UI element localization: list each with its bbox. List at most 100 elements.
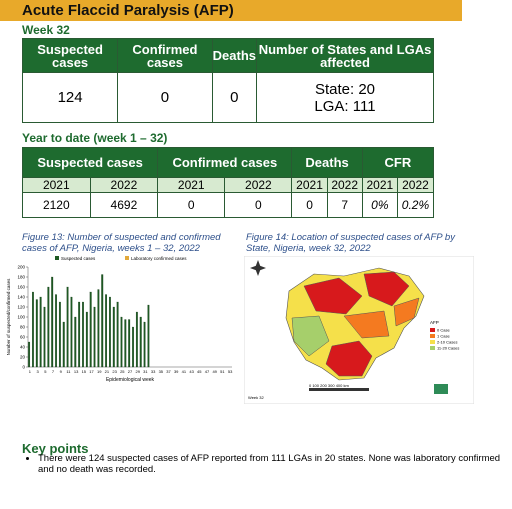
bar: [139, 316, 142, 368]
x-tick-label: 37: [166, 369, 171, 374]
bar: [116, 301, 119, 368]
x-tick-label: 5: [44, 369, 47, 374]
y-tick-label: 180: [17, 275, 25, 280]
column-header: CFR: [361, 147, 435, 178]
state-region: [363, 271, 410, 307]
map-footer: Week 32: [248, 395, 264, 400]
cell: 0: [157, 192, 226, 218]
legend-swatch: [430, 346, 435, 350]
x-tick-label: 9: [60, 369, 63, 374]
y-axis-title: Number of suspected/confirmed cases: [6, 278, 11, 356]
x-tick-label: 17: [89, 369, 94, 374]
page-title: Acute Flaccid Paralysis (AFP): [0, 0, 462, 21]
bar: [47, 286, 50, 368]
cell-line: State: 20: [314, 80, 376, 98]
year-header: 2021: [22, 177, 91, 193]
scale-label: 0 100 200 300 400 km: [309, 383, 349, 388]
x-tick-label: 21: [105, 369, 110, 374]
x-tick-label: 19: [97, 369, 102, 374]
bar: [35, 299, 38, 368]
cell: 0.2%: [396, 192, 435, 218]
cell: 0: [211, 72, 258, 123]
column-header: Suspected cases: [21, 38, 119, 73]
x-tick-label: 11: [66, 369, 71, 374]
cell: 0%: [361, 192, 398, 218]
bar: [135, 311, 138, 368]
year-header: 2022: [326, 177, 363, 193]
y-tick-label: 20: [20, 355, 26, 360]
bar: [143, 321, 146, 368]
y-tick-label: 40: [20, 345, 26, 350]
x-tick-label: 41: [182, 369, 187, 374]
bar: [39, 296, 42, 368]
cell: 7: [326, 192, 363, 218]
header-row: Suspected cases Confirmed cases Deaths CFR: [21, 147, 435, 178]
legend-swatch: [55, 256, 59, 260]
x-tick-label: 1: [29, 369, 32, 374]
x-axis-title: Epidemiological week: [106, 377, 155, 383]
legend-swatch: [430, 328, 435, 332]
y-tick-label: 140: [17, 295, 25, 300]
state-region: [303, 277, 363, 315]
bar: [128, 319, 131, 368]
legend-swatch: [125, 256, 129, 260]
bar: [55, 294, 57, 368]
bar: [62, 321, 65, 368]
column-header: Deaths: [291, 147, 363, 178]
legend-label: 0 Case: [437, 328, 450, 333]
x-tick-label: 7: [52, 369, 55, 374]
state-region: [291, 315, 330, 357]
bar: [51, 276, 54, 368]
legend-label: Suspected cases: [61, 256, 96, 261]
state-region: [393, 297, 420, 327]
x-tick-label: 45: [197, 369, 202, 374]
legend-label: 1 Case: [437, 334, 450, 339]
compass: [250, 260, 266, 276]
bar: [147, 304, 150, 368]
legend-title: AFP: [430, 320, 439, 325]
bar: [28, 341, 31, 368]
key-point: There were 124 suspected cases of AFP re…: [38, 453, 508, 475]
x-tick-label: 33: [151, 369, 156, 374]
bar: [120, 316, 123, 368]
cell: State: 20 LGA: 111: [256, 72, 434, 123]
legend-label: 2-10 Cases: [437, 340, 457, 345]
column-header: Number of States and LGAs affected: [256, 38, 434, 73]
bar: [93, 306, 96, 368]
bar: [89, 291, 92, 368]
bar: [43, 306, 46, 368]
column-header: Confirmed cases: [117, 38, 213, 73]
x-tick-label: 25: [120, 369, 125, 374]
x-tick-label: 53: [228, 369, 233, 374]
week-label: Week 32: [22, 23, 70, 37]
y-tick-label: 60: [20, 335, 26, 340]
data-row: 2120 4692 0 0 0 7 0% 0.2%: [22, 192, 435, 218]
y-tick-label: 120: [17, 305, 25, 310]
y-tick-label: 100: [17, 315, 25, 320]
y-tick-label: 80: [20, 325, 26, 330]
column-header: Confirmed cases: [157, 147, 293, 178]
x-tick-label: 29: [135, 369, 140, 374]
x-tick-label: 31: [143, 369, 148, 374]
x-tick-label: 47: [205, 369, 210, 374]
x-tick-label: 35: [159, 369, 164, 374]
legend-swatch: [430, 334, 435, 338]
x-tick-label: 39: [174, 369, 179, 374]
year-row: 2021 2022 2021 2022 2021 2022 2021 2022: [22, 177, 435, 193]
x-tick-label: 49: [212, 369, 217, 374]
cell: 0: [224, 192, 293, 218]
week-table: Suspected cases Confirmed cases Deaths Numb…: [21, 38, 434, 123]
year-header: 2022: [224, 177, 293, 193]
figure-caption: Figure 13: Number of suspected and confi…: [22, 232, 221, 254]
x-tick-label: 23: [112, 369, 117, 374]
bar-chart: 0 20 40 60 80 100 120 140 160 180 200 Number of sus…: [6, 256, 233, 383]
year-header: 2022: [396, 177, 435, 193]
bar: [32, 291, 34, 368]
scale-bar: [309, 388, 369, 391]
ytd-title: Year to date (week 1 – 32): [22, 131, 168, 145]
year-header: 2021: [157, 177, 226, 193]
